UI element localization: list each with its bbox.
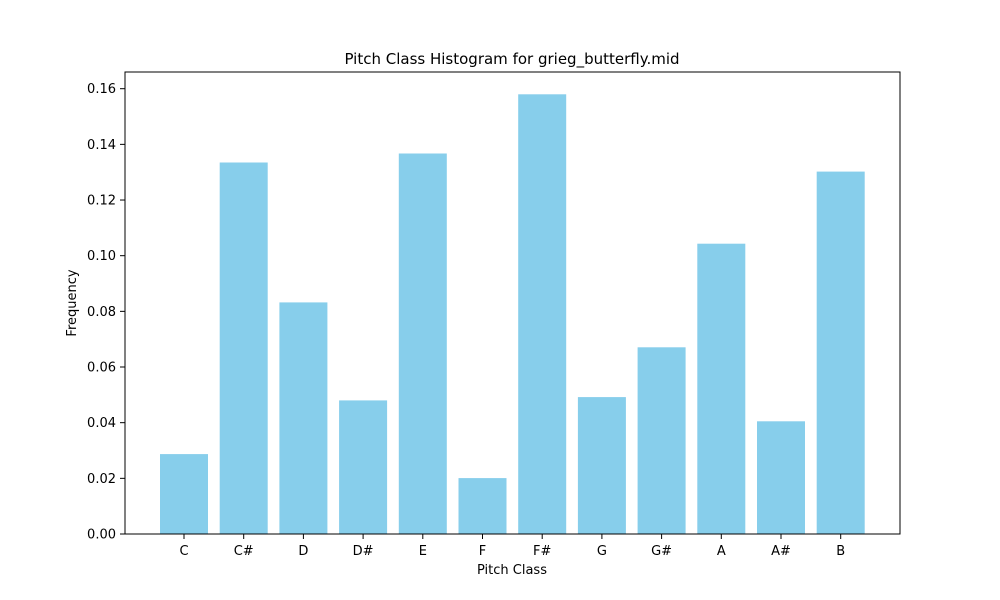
y-tick-label: 0.08 xyxy=(87,305,116,320)
y-tick-label: 0.04 xyxy=(87,416,116,431)
x-tick-label: A# xyxy=(771,544,791,559)
x-tick-label: E xyxy=(419,544,427,559)
plot-frame xyxy=(124,71,901,535)
x-axis-label: Pitch Class xyxy=(477,563,547,578)
x-tick-label: G# xyxy=(651,544,672,559)
bar-b xyxy=(816,171,865,534)
bar-f xyxy=(458,478,507,534)
x-tick-label: B xyxy=(836,544,845,559)
bar-d xyxy=(279,302,328,534)
x-tick-label: C# xyxy=(234,544,254,559)
chart-title: Pitch Class Histogram for grieg_butterfl… xyxy=(344,50,679,69)
x-tick-label: F xyxy=(479,544,486,559)
bar-c xyxy=(160,454,208,534)
bar-f-sharp xyxy=(518,94,567,535)
bar-e xyxy=(398,153,447,534)
y-tick-label: 0.00 xyxy=(87,528,116,543)
bar-g xyxy=(577,397,626,534)
bar-a-sharp xyxy=(757,421,805,534)
x-tick-label: G xyxy=(597,544,607,559)
bar-d-sharp xyxy=(339,400,388,534)
y-axis: 0.00 0.02 0.04 0.06 0.08 0.10 0.12 0.14 0.16 xyxy=(87,82,125,543)
y-tick-label: 0.02 xyxy=(87,472,116,487)
y-tick-label: 0.16 xyxy=(87,82,116,97)
x-tick-label: D xyxy=(298,544,308,559)
x-tick-label: D# xyxy=(353,544,374,559)
x-tick-label: A xyxy=(717,544,726,559)
y-tick-label: 0.14 xyxy=(87,138,116,153)
x-tick-label: F# xyxy=(533,544,551,559)
bar-c-sharp xyxy=(219,162,268,534)
y-tick-label: 0.10 xyxy=(87,249,116,264)
y-tick-label: 0.06 xyxy=(87,361,116,376)
x-tick-label: C xyxy=(179,544,188,559)
y-axis-label: Frequency xyxy=(65,269,80,336)
x-axis: C C# D D# E F F# G G# A A# B xyxy=(179,534,845,559)
bar-a xyxy=(697,243,746,534)
y-tick-label: 0.12 xyxy=(87,194,116,209)
bars-group xyxy=(160,94,865,535)
bar-g-sharp xyxy=(637,347,686,534)
